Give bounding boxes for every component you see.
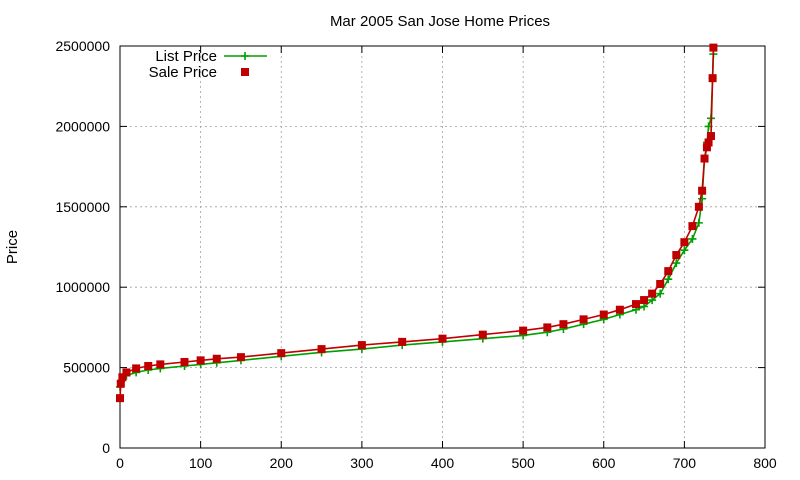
list-price-point <box>672 259 681 268</box>
x-tick-label: 600 <box>592 455 616 471</box>
sale-price-point <box>632 300 640 309</box>
sale-price-point <box>615 305 624 314</box>
sale-price-point <box>672 251 681 260</box>
sale-price-point <box>180 357 189 366</box>
x-tick-label: 0 <box>116 455 124 471</box>
sale-price-point <box>144 361 153 370</box>
list-price-point <box>656 289 665 298</box>
x-tick-label: 200 <box>270 455 294 471</box>
sale-price-point <box>702 143 711 152</box>
sale-price-point <box>398 337 407 346</box>
series-layer <box>116 43 718 403</box>
legend-label-sale-price: Sale Price <box>149 64 217 81</box>
axis-ticks: 0 100 200 300 400 500 600 700 800 0 500000 1000000 1… <box>55 38 776 471</box>
sale-price-point <box>196 356 205 365</box>
sale-price-point <box>708 74 717 83</box>
list-price-point <box>680 246 689 255</box>
legend-marker-sale-price <box>241 68 249 76</box>
sale-price-point <box>438 334 447 343</box>
y-tick-label: 2500000 <box>55 38 110 54</box>
sale-price-point <box>277 349 286 358</box>
sale-price-point <box>698 186 707 195</box>
x-tick-label: 300 <box>350 455 374 471</box>
x-tick-label: 100 <box>189 455 213 471</box>
y-tick-label: 500000 <box>63 360 110 376</box>
list-price-point <box>664 275 673 284</box>
sale-price-point <box>656 279 665 288</box>
sale-price-point <box>543 323 552 332</box>
sale-price-point <box>599 310 608 319</box>
sale-price-point <box>116 394 124 403</box>
chart-title: Mar 2005 San Jose Home Prices <box>330 13 550 30</box>
x-tick-label: 500 <box>511 455 535 471</box>
y-axis-title: Price <box>4 230 21 264</box>
sale-price-point <box>664 267 673 276</box>
sale-price-point <box>357 341 366 350</box>
x-tick-label: 400 <box>431 455 455 471</box>
sale-price-point <box>559 320 568 329</box>
sale-price-point <box>519 326 528 335</box>
sale-price-point <box>212 354 221 363</box>
y-tick-label: 1000000 <box>55 279 110 295</box>
y-tick-label: 2000000 <box>55 118 110 134</box>
sale-price-point <box>317 345 326 354</box>
sale-price-point <box>648 289 657 298</box>
sale-price-series <box>116 43 718 403</box>
sale-price-point <box>478 330 487 339</box>
sale-price-point <box>132 364 141 373</box>
sale-price-point <box>118 373 127 382</box>
list-price-point <box>688 234 697 243</box>
sale-price-line <box>119 47 715 399</box>
sale-price-point <box>709 43 718 52</box>
sale-price-point <box>579 315 588 324</box>
sale-price-point <box>704 138 713 147</box>
sale-price-point <box>116 379 125 388</box>
sale-price-point <box>680 238 689 247</box>
list-price-series <box>116 50 718 391</box>
sale-price-point <box>156 360 165 369</box>
sale-price-point <box>688 222 697 231</box>
list-price-point <box>698 194 707 203</box>
sale-price-point <box>640 296 649 305</box>
list-price-line <box>119 53 715 388</box>
x-tick-label: 700 <box>673 455 697 471</box>
y-tick-label: 0 <box>102 440 110 456</box>
y-tick-label: 1500000 <box>55 199 110 215</box>
sale-price-point <box>122 368 131 377</box>
grid-lines <box>120 46 765 448</box>
sale-price-point <box>236 353 245 362</box>
legend-marker-list-price <box>241 52 249 60</box>
sale-price-point <box>706 132 715 141</box>
x-tick-label: 800 <box>753 455 777 471</box>
legend-label-list-price: List Price <box>155 48 217 65</box>
sale-price-point <box>694 202 703 211</box>
sale-price-point <box>700 154 709 163</box>
